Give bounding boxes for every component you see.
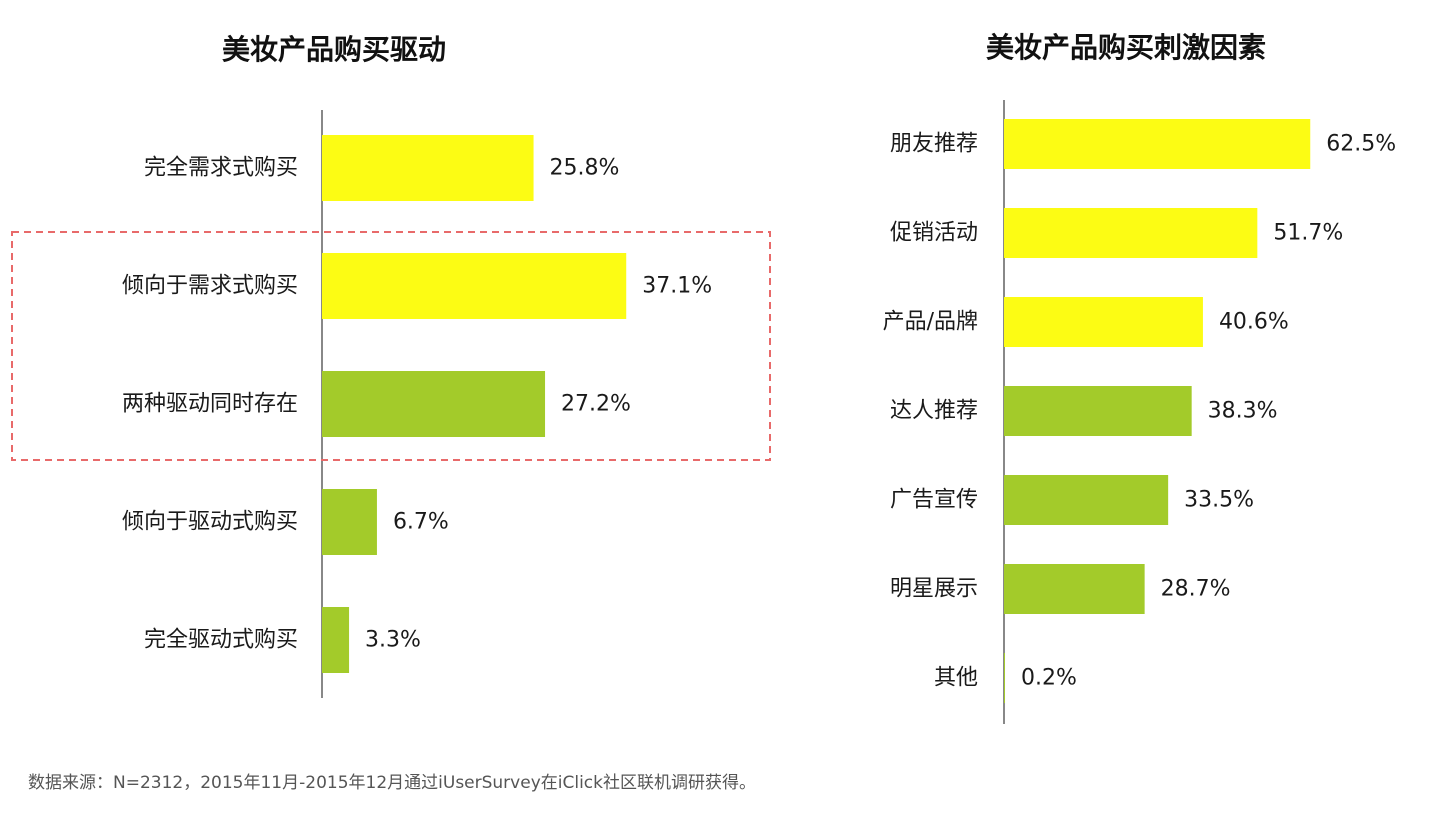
value-label: 51.7% xyxy=(1273,221,1343,246)
value-label: 38.3% xyxy=(1208,399,1278,424)
category-label: 完全驱动式购买 xyxy=(144,628,298,653)
category-label: 倾向于需求式购买 xyxy=(122,274,298,299)
bar xyxy=(1004,119,1311,169)
value-label: 27.2% xyxy=(561,392,631,417)
value-label: 33.5% xyxy=(1184,488,1254,513)
bar xyxy=(1004,386,1192,436)
bar xyxy=(322,371,546,437)
bar xyxy=(322,489,377,555)
category-label: 倾向于驱动式购买 xyxy=(122,510,298,535)
bar xyxy=(322,607,350,673)
value-label: 62.5% xyxy=(1326,132,1396,157)
category-label: 两种驱动同时存在 xyxy=(122,392,298,417)
right-bar-chart: 朋友推荐 62.5% 促销活动 51.7% 产品/品牌 40.6% 达人推荐 38.3% 广告宣… xyxy=(883,100,1396,724)
source-note: 数据来源：N=2312，2015年11月-2015年12月通过iUserSurv… xyxy=(28,773,756,793)
category-label: 达人推荐 xyxy=(890,399,978,424)
category-label: 其他 xyxy=(934,666,978,691)
right-chart-title: 美妆产品购买刺激因素 xyxy=(986,31,1267,64)
category-label: 广告宣传 xyxy=(890,488,978,513)
highlight-box xyxy=(11,231,771,461)
category-label: 完全需求式购买 xyxy=(144,156,298,181)
category-label: 促销活动 xyxy=(890,221,978,246)
category-label: 朋友推荐 xyxy=(890,132,978,157)
value-label: 0.2% xyxy=(1021,666,1077,691)
bar xyxy=(1004,475,1169,525)
bar xyxy=(1004,653,1005,703)
value-label: 37.1% xyxy=(642,274,712,299)
left-bar-chart: 完全需求式购买 25.8% 倾向于需求式购买 37.1% 两种驱动同时存在 27.2% 倾向… xyxy=(11,110,771,698)
bar xyxy=(322,135,534,201)
left-chart-title: 美妆产品购买驱动 xyxy=(222,33,447,66)
bar xyxy=(1004,564,1145,614)
value-label: 6.7% xyxy=(393,510,449,535)
value-label: 25.8% xyxy=(550,156,620,181)
value-label: 3.3% xyxy=(365,628,421,653)
value-label: 28.7% xyxy=(1161,577,1231,602)
bar xyxy=(322,253,627,319)
value-label: 40.6% xyxy=(1219,310,1289,335)
category-label: 产品/品牌 xyxy=(883,310,978,335)
bar xyxy=(1004,297,1203,347)
bar xyxy=(1004,208,1258,258)
category-label: 明星展示 xyxy=(890,577,978,602)
